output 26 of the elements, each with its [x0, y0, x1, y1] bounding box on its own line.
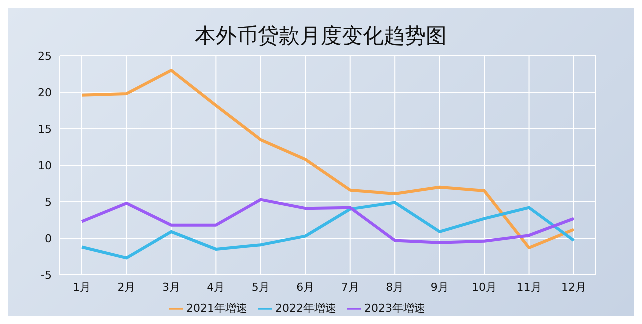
legend-label: 2021年增速	[186, 302, 248, 315]
y-tick-label: 0	[45, 232, 52, 246]
legend-label: 2023年增速	[364, 302, 426, 315]
x-tick-label: 9月	[430, 280, 449, 294]
line-series	[80, 198, 576, 244]
chart-title: 本外币贷款月度变化趋势图	[194, 23, 448, 50]
y-tick-label: 25	[38, 50, 52, 63]
line-series	[80, 69, 576, 250]
x-tick-label: 8月	[386, 280, 404, 294]
x-tick-label: 11月	[516, 280, 542, 294]
y-tick-label: 15	[38, 122, 52, 136]
y-tick-label: 5	[45, 196, 52, 209]
x-tick-label: 4月	[207, 280, 226, 294]
x-tick-label: 5月	[252, 280, 270, 294]
line-series	[80, 201, 576, 260]
x-tick-label: 6月	[296, 280, 315, 294]
x-tick-label: 7月	[341, 280, 360, 294]
x-tick-label: 12月	[562, 280, 586, 294]
x-tick-label: 1月	[73, 280, 91, 294]
x-tick-label: 10月	[472, 280, 498, 294]
x-tick-label: 2月	[118, 280, 136, 294]
y-tick-label: 10	[38, 159, 52, 172]
legend-label: 2022年增速	[276, 302, 336, 315]
x-tick-label: 3月	[162, 280, 180, 294]
y-tick-label: -5	[41, 268, 52, 282]
y-tick-label: 20	[38, 86, 52, 100]
